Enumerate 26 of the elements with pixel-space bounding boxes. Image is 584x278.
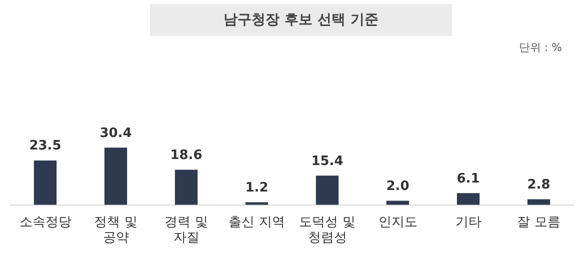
x-tick-label: 잘 모름 bbox=[517, 214, 560, 230]
x-tick-label: 기타 bbox=[455, 214, 482, 230]
data-label: 30.4 bbox=[100, 126, 132, 141]
data-label: 2.8 bbox=[527, 177, 550, 192]
x-tick-label: 인지도 bbox=[378, 214, 418, 230]
bar bbox=[527, 199, 550, 205]
bar bbox=[34, 160, 57, 205]
bar bbox=[174, 170, 198, 205]
bar bbox=[245, 202, 268, 205]
data-label: 2.0 bbox=[386, 178, 410, 194]
bar bbox=[316, 176, 339, 205]
x-tick-label: 출신 지역 bbox=[228, 214, 285, 230]
x-tick-label: 경력 및 자질 bbox=[164, 214, 208, 246]
bar bbox=[386, 200, 410, 205]
data-label: 6.1 bbox=[456, 171, 480, 186]
data-label: 1.2 bbox=[245, 180, 268, 196]
data-label: 15.4 bbox=[311, 154, 344, 169]
x-tick-label: 소속정당 bbox=[19, 214, 72, 230]
x-tick-label: 정책 및 공약 bbox=[94, 214, 138, 246]
x-tick-label: 도덕성 및 청렴성 bbox=[299, 214, 356, 246]
data-label: 23.5 bbox=[29, 138, 62, 154]
bar bbox=[456, 193, 480, 205]
text: 단위 : % bbox=[518, 40, 562, 55]
chart-title: 남구청장 후보 선택 기준 bbox=[150, 4, 452, 36]
data-label: 18.6 bbox=[170, 148, 202, 163]
bar bbox=[104, 148, 128, 205]
